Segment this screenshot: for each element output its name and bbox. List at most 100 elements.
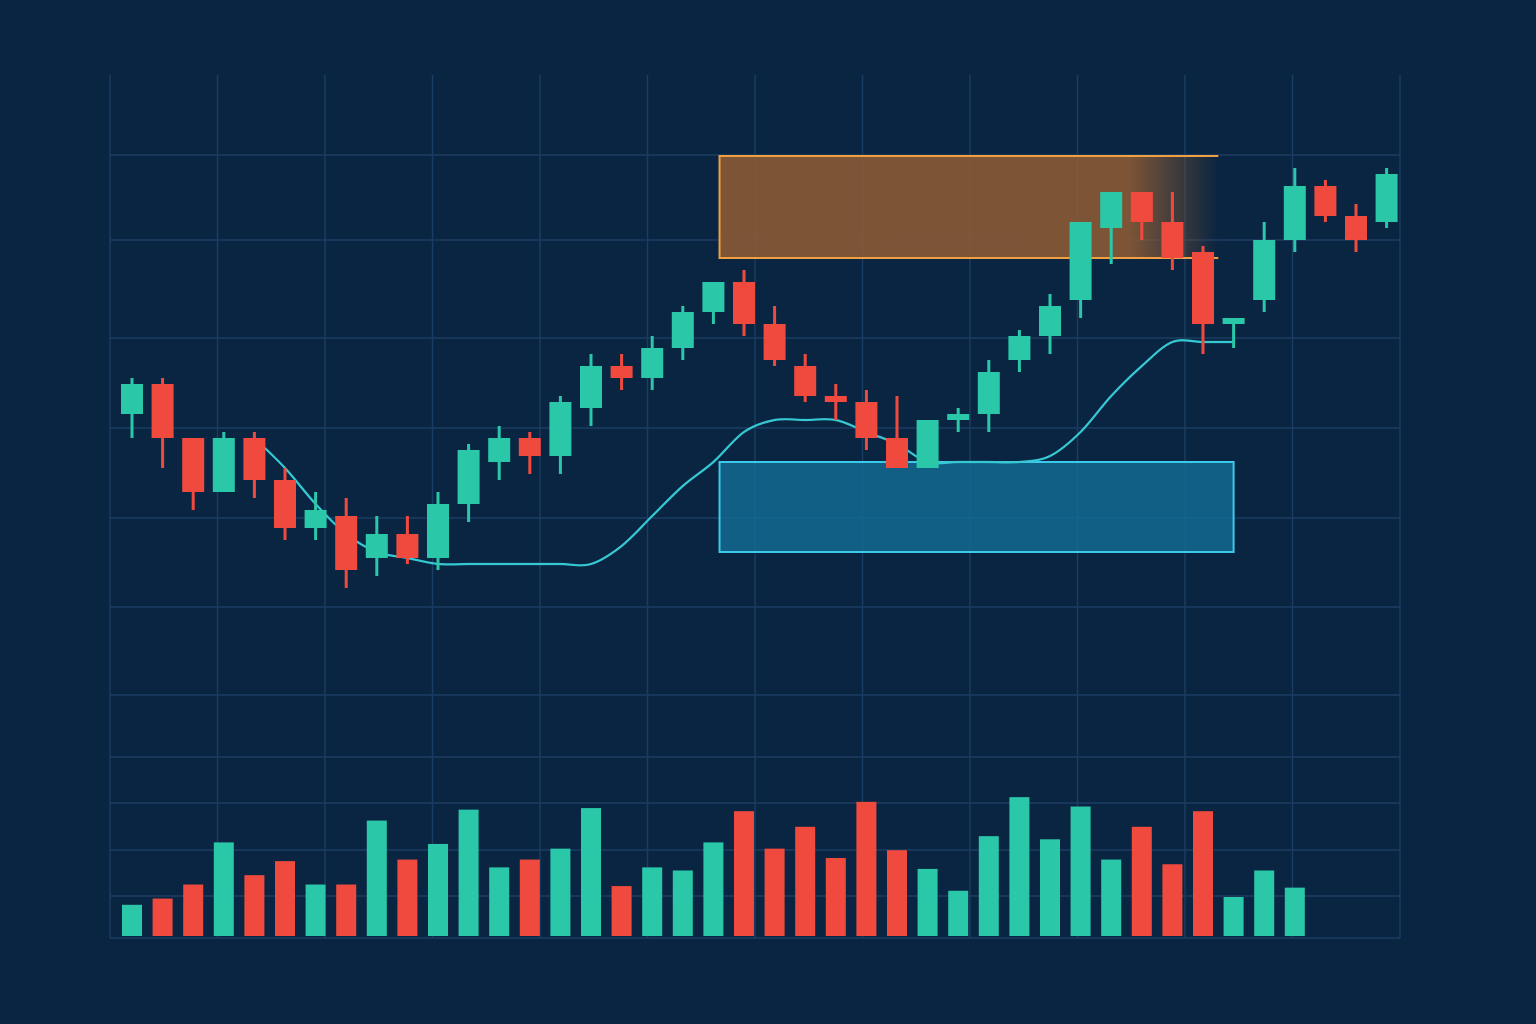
candle-bullish xyxy=(488,426,511,480)
volume-bar xyxy=(734,811,754,936)
candle-body xyxy=(274,480,296,528)
candle-bullish xyxy=(1069,222,1092,318)
candle-body xyxy=(1375,174,1398,222)
moving-average xyxy=(253,339,1234,567)
candle-body xyxy=(243,438,266,480)
candle-body xyxy=(182,438,205,492)
volume-bar xyxy=(458,809,479,936)
candle-body xyxy=(824,396,847,402)
candle-body xyxy=(671,312,694,348)
volume-bar xyxy=(305,884,326,936)
candle-body xyxy=(212,438,235,492)
candle-body xyxy=(763,324,786,360)
candle-bullish xyxy=(641,336,664,390)
candle-bearish xyxy=(151,378,174,468)
candle-body xyxy=(794,366,817,396)
candle-body xyxy=(1039,306,1061,336)
volume-bar xyxy=(672,870,693,936)
candle-bearish xyxy=(182,438,205,510)
candle-body xyxy=(1130,192,1153,222)
volume-bar xyxy=(887,850,907,936)
volume-bar xyxy=(795,826,816,936)
candle-bearish xyxy=(1192,246,1214,354)
volume-bar xyxy=(581,808,601,936)
volume-bar xyxy=(1009,797,1030,936)
candle-body xyxy=(488,438,511,462)
candle-body xyxy=(427,504,449,558)
volume-bar xyxy=(244,875,265,936)
volume-bar xyxy=(152,898,173,936)
candle-bearish xyxy=(1314,180,1337,222)
volume-bar xyxy=(703,842,724,936)
volume-bar xyxy=(917,868,938,936)
candle-bullish xyxy=(304,492,327,540)
candle-bullish xyxy=(1039,294,1061,354)
candle-body xyxy=(121,384,143,414)
volume-bar xyxy=(1040,839,1060,936)
candle-bullish xyxy=(457,444,480,522)
candle-bearish xyxy=(824,384,847,420)
candle-bullish xyxy=(1283,168,1306,252)
candle-body xyxy=(886,438,908,468)
candle-body xyxy=(580,366,602,408)
candle-body xyxy=(1069,222,1092,300)
volume-bar xyxy=(825,858,846,936)
volume-bar xyxy=(1162,864,1183,936)
candle-body xyxy=(1222,318,1245,324)
candle-bearish xyxy=(1161,192,1184,270)
candle-bullish xyxy=(1253,222,1276,312)
volume-bar xyxy=(856,801,877,936)
volume-bar xyxy=(642,867,663,936)
volume-bar xyxy=(183,884,204,936)
candle-body xyxy=(151,384,174,438)
volume-bar xyxy=(764,848,785,936)
candles xyxy=(121,168,1398,588)
volume-bars xyxy=(122,797,1305,936)
volume-bar xyxy=(1193,811,1213,936)
support-zone xyxy=(718,461,1235,553)
candle-bullish xyxy=(702,282,725,324)
candle-body xyxy=(518,438,541,456)
volume-bar xyxy=(1254,870,1275,936)
volume-bar xyxy=(550,848,571,936)
candle-bullish xyxy=(427,492,449,570)
volume-bar xyxy=(1070,806,1091,936)
candle-bullish xyxy=(1008,330,1031,372)
candle-bullish xyxy=(580,354,602,426)
candle-bearish xyxy=(763,306,786,366)
candle-body xyxy=(1192,252,1214,324)
candle-bullish xyxy=(916,420,939,468)
candle-body xyxy=(549,402,572,456)
candle-body xyxy=(1314,186,1337,216)
candle-body xyxy=(396,534,419,558)
candle-bullish xyxy=(121,378,143,438)
candle-bullish xyxy=(212,432,235,492)
volume-bar xyxy=(489,867,510,936)
resistance-zone-border xyxy=(718,155,1219,259)
volume-bar xyxy=(122,904,142,936)
candle-bearish xyxy=(274,468,296,540)
candle-body xyxy=(916,420,939,468)
volume-bar xyxy=(336,884,357,936)
volume-bar xyxy=(366,820,387,936)
candle-body xyxy=(1161,222,1184,258)
candle-body xyxy=(365,534,388,558)
candle-body xyxy=(1008,336,1031,360)
candle-body xyxy=(1283,186,1306,240)
candle-body xyxy=(1253,240,1276,300)
candle-body xyxy=(610,366,633,378)
volume-bar xyxy=(1101,859,1122,936)
volume-bar xyxy=(1223,897,1244,936)
candle-body xyxy=(947,414,970,420)
candle-body xyxy=(335,516,358,570)
candle-bullish xyxy=(549,396,572,474)
candle-bearish xyxy=(733,270,755,336)
candle-bullish xyxy=(365,516,388,576)
candle-body xyxy=(977,372,1000,414)
candle-bearish xyxy=(1345,204,1367,252)
candle-bearish xyxy=(243,432,266,498)
candle-bearish xyxy=(1130,192,1153,240)
volume-bar xyxy=(428,843,448,936)
